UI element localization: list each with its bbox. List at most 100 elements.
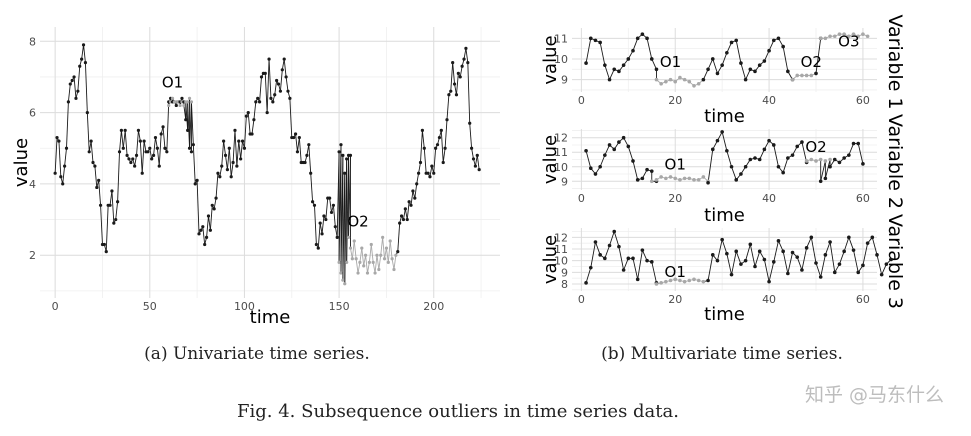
data-point [470, 146, 474, 150]
data-point [91, 160, 95, 165]
data-point [786, 156, 790, 160]
data-point [767, 48, 771, 53]
data-point [227, 146, 231, 150]
data-point [250, 132, 254, 136]
series-line-segment [238, 141, 242, 159]
series-line-segment [726, 150, 732, 167]
series-line-segment [374, 255, 378, 274]
data-point [74, 96, 78, 100]
data-point [725, 148, 729, 153]
data-point [701, 77, 706, 82]
data-point [451, 61, 455, 65]
series-line-segment [768, 40, 775, 51]
series-line-segment [585, 150, 592, 169]
outlier-point [664, 176, 668, 181]
data-point [818, 179, 823, 184]
series-line-segment [202, 226, 206, 245]
series-line-segment [444, 119, 448, 149]
data-point [312, 203, 317, 207]
data-point [426, 171, 430, 175]
data-point [292, 135, 296, 140]
data-point [138, 139, 142, 143]
outlier-point [182, 103, 186, 108]
outlier-point [170, 96, 175, 100]
outlier-point [823, 36, 828, 41]
data-point [437, 135, 442, 140]
outlier-point [696, 178, 701, 182]
series-line-segment [735, 40, 742, 64]
data-point [847, 153, 851, 157]
data-point [110, 189, 114, 193]
data-point [776, 164, 781, 169]
x-tick-label: 40 [762, 94, 776, 107]
outlier-point [828, 157, 832, 162]
data-point [220, 164, 224, 168]
series-line-segment [604, 245, 610, 259]
outlier-point [382, 257, 387, 261]
data-point [337, 150, 341, 154]
series-line-segment [357, 262, 361, 274]
series-line-segment [111, 190, 115, 224]
outlier-point [701, 279, 706, 284]
series-line-segment [88, 141, 92, 152]
data-point [786, 271, 790, 276]
data-point [233, 128, 237, 133]
series-line-segment [778, 240, 784, 252]
data-point [121, 146, 125, 150]
data-point [814, 71, 818, 76]
outlier-point [804, 73, 809, 78]
series-line-segment [236, 141, 240, 167]
data-point [417, 171, 421, 175]
series-line-segment [372, 262, 376, 274]
data-point [335, 235, 339, 239]
series-line-segment [735, 251, 742, 265]
data-point [184, 118, 188, 122]
data-point [210, 203, 214, 207]
data-point [464, 46, 468, 50]
series-line-segment [707, 254, 714, 281]
series-line-segment [604, 144, 610, 156]
data-point [87, 150, 91, 154]
series-line-segment [221, 141, 225, 167]
data-point [475, 153, 479, 157]
data-point [309, 171, 313, 175]
outlier-point [339, 271, 343, 275]
series-line-segment [815, 38, 822, 74]
series-line-segment [651, 58, 657, 70]
data-point [649, 260, 654, 264]
series-line-segment [853, 250, 859, 273]
series-line-segment [223, 141, 226, 156]
series-line-segment [585, 38, 592, 64]
series-line-segment [632, 258, 639, 280]
data-point [256, 96, 260, 100]
series-line-segment [355, 258, 359, 274]
data-point [134, 153, 139, 157]
figure-caption: Fig. 4. Subsequence outliers in time ser… [237, 401, 679, 422]
data-point [706, 278, 710, 283]
data-point [710, 57, 715, 61]
data-point [781, 44, 785, 49]
data-point [640, 176, 645, 181]
series-line-segment [641, 249, 648, 261]
series-line-segment [465, 48, 469, 63]
data-point [231, 160, 235, 165]
data-point [837, 262, 842, 266]
x-tick-label: 50 [143, 300, 157, 313]
data-point [413, 196, 417, 200]
data-point [645, 258, 649, 263]
data-point [222, 139, 226, 143]
data-point [753, 69, 757, 74]
data-point [97, 178, 101, 182]
series-line-segment [456, 73, 459, 95]
series-line-segment [599, 42, 606, 66]
data-point [449, 89, 453, 93]
data-point [150, 157, 154, 161]
series-line-segment [820, 160, 826, 182]
x-tick-label: 60 [856, 192, 870, 205]
data-point [193, 182, 197, 186]
data-point [57, 139, 61, 143]
data-point [856, 270, 861, 275]
series-line-segment [796, 257, 803, 271]
data-point [333, 225, 337, 229]
outlier-point [348, 246, 353, 250]
